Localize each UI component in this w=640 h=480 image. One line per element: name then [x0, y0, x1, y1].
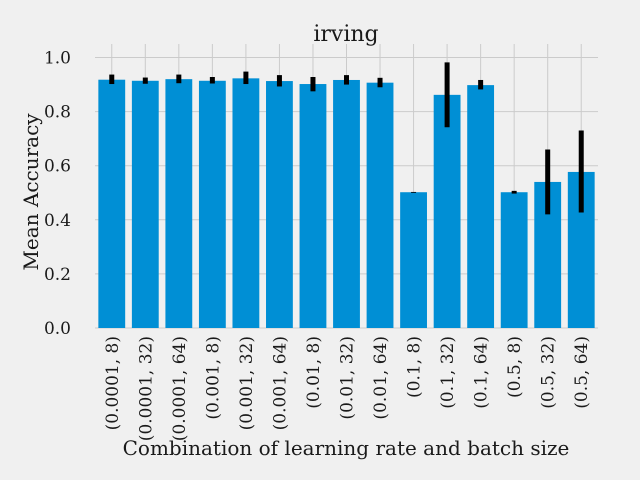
- y-tick-label: 0.4: [44, 211, 71, 231]
- y-tick-label: 0.6: [44, 157, 71, 177]
- x-tick-label: (0.0001, 64): [170, 336, 190, 441]
- x-tick-label: (0.01, 32): [338, 336, 358, 420]
- bar: [198, 80, 226, 328]
- bar: [467, 85, 495, 328]
- bar: [299, 84, 327, 328]
- x-tick-label: (0.01, 8): [304, 336, 324, 409]
- bar: [131, 80, 159, 328]
- bar: [400, 192, 427, 328]
- y-tick-label: 0.2: [44, 265, 71, 285]
- y-tick-labels: 0.0 0.2 0.4 0.6 0.8 1.0: [44, 49, 71, 339]
- x-tick-label: (0.5, 8): [505, 336, 525, 398]
- y-tick-label: 1.0: [44, 49, 71, 69]
- bar: [165, 79, 193, 329]
- x-tick-label: (0.5, 32): [539, 336, 559, 409]
- bar: [266, 81, 293, 328]
- x-tick-label: (0.0001, 8): [103, 336, 123, 430]
- x-tick-label: (0.001, 8): [203, 336, 223, 420]
- x-tick-label: (0.1, 8): [405, 336, 425, 398]
- x-tick-label: (0.001, 32): [237, 336, 257, 430]
- x-tick-label: (0.5, 64): [572, 336, 592, 409]
- chart-title: irving: [313, 22, 378, 47]
- bar: [433, 94, 461, 329]
- x-tick-label: (0.001, 64): [270, 336, 290, 430]
- x-tick-label: (0.1, 64): [472, 336, 492, 409]
- bar: [500, 192, 528, 328]
- y-tick-label: 0.8: [44, 103, 71, 123]
- bar: [333, 79, 360, 329]
- x-axis-label: Combination of learning rate and batch s…: [123, 436, 570, 460]
- bar: [232, 78, 260, 328]
- x-tick-label: (0.01, 64): [371, 336, 391, 420]
- bar: [366, 82, 394, 328]
- x-tick-label: (0.0001, 32): [136, 336, 156, 441]
- bar: [98, 79, 126, 329]
- bars-group: [98, 78, 595, 329]
- error-bars-group: [109, 62, 584, 215]
- y-axis-label: Mean Accuracy: [19, 113, 43, 271]
- x-tick-label: (0.1, 32): [438, 336, 458, 409]
- x-tick-labels: (0.0001, 8) (0.0001, 32) (0.0001, 64) (0.00…: [103, 336, 592, 441]
- y-tick-label: 0.0: [44, 319, 71, 339]
